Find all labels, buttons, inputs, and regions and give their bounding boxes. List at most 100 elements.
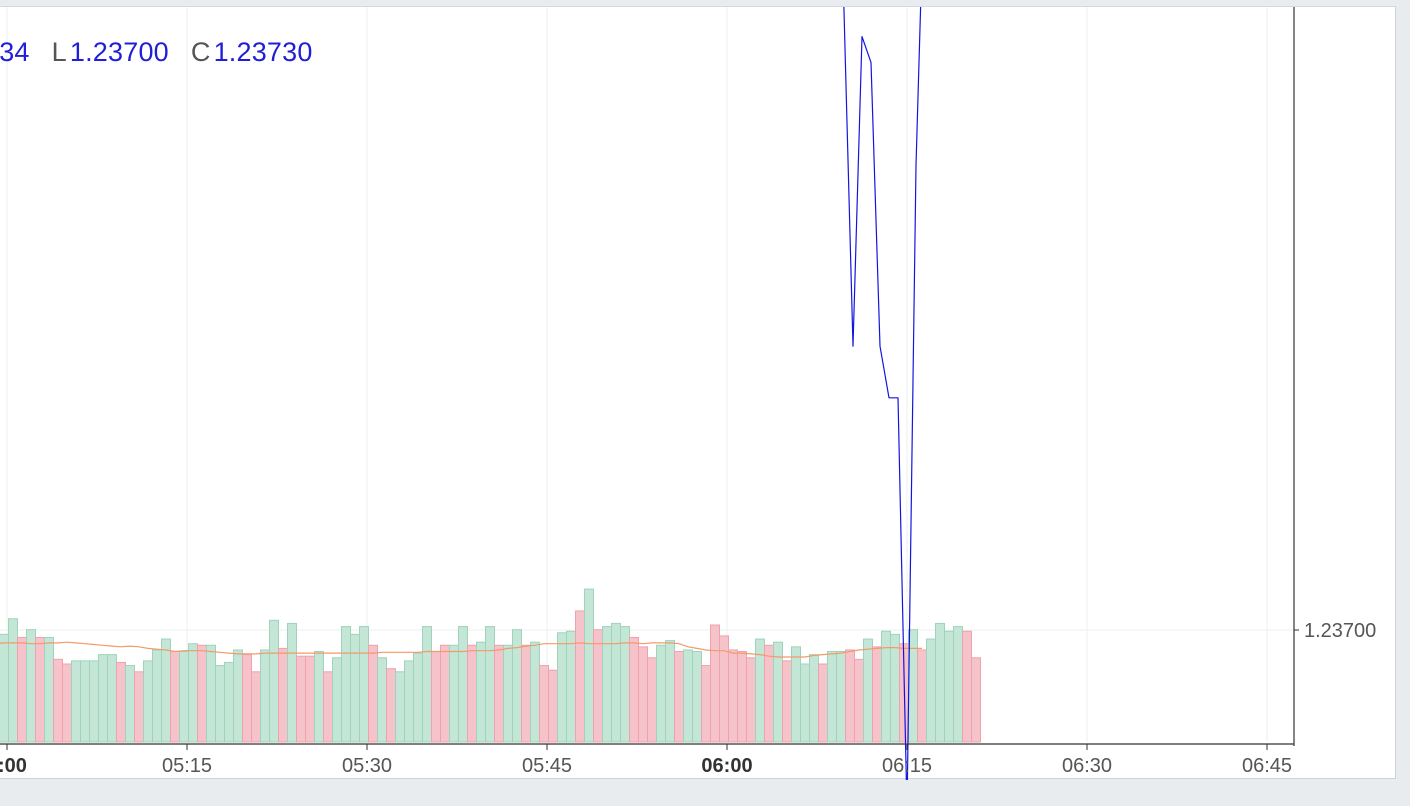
volume-bar: [737, 651, 747, 743]
volume-bar: [872, 646, 882, 743]
volume-bar: [62, 663, 72, 743]
volume-bar: [791, 646, 801, 743]
x-tick-label: 06:15: [882, 755, 932, 777]
volume-bar: [917, 649, 927, 743]
volume-bar: [935, 622, 945, 743]
volume-bar: [125, 665, 135, 743]
volume-bar: [206, 644, 216, 743]
chart-container: 1.237001.237501.238001.238501.23900 :00 0…: [0, 6, 1396, 780]
volume-bar: [422, 626, 432, 743]
x-tick-label: 06:45: [1242, 755, 1292, 777]
volume-bar: [224, 661, 234, 743]
volume-bar: [179, 651, 189, 743]
volume-bar: [80, 660, 90, 743]
volume-bar: [188, 643, 198, 743]
volume-bar: [332, 657, 342, 743]
x-axis-tick-labels: :00 05:15 05:30 05:45 06:00 06:15 06:30 06:45: [0, 744, 1292, 777]
x-tick-label: 06:00: [701, 755, 752, 777]
volume-bar: [341, 626, 351, 743]
volume-bar: [926, 638, 936, 743]
x-tick-label: 06:30: [1062, 755, 1112, 777]
volume-bar: [260, 649, 270, 743]
volume-bar: [494, 644, 504, 743]
volume-bar: [368, 644, 378, 743]
low-value: 1.23700: [69, 37, 169, 67]
volume-bar: [701, 665, 711, 743]
volume-bar: [449, 644, 459, 743]
volume-bar: [845, 649, 855, 743]
volume-bar: [170, 651, 180, 743]
volume-bar: [521, 644, 531, 743]
volume-bar: [134, 671, 144, 743]
close-key: C: [190, 37, 211, 67]
volume-bar: [116, 661, 126, 743]
volume-bar: [17, 636, 27, 743]
volume-bar: [485, 626, 495, 743]
volume-bar: [584, 588, 594, 743]
volume-bar: [71, 660, 81, 743]
volume-bar: [431, 651, 441, 743]
volume-bar: [287, 622, 297, 743]
volume-bar: [242, 654, 252, 743]
volume-bar: [944, 630, 954, 743]
volume-bar: [359, 626, 369, 743]
volume-bar: [26, 629, 36, 743]
volume-bar: [728, 649, 738, 743]
volume-bar: [215, 665, 225, 743]
grid-lines: [0, 7, 1294, 742]
volume-bar: [458, 626, 468, 743]
volume-bar: [8, 618, 18, 743]
volume-bar: [278, 647, 288, 743]
volume-bar: [683, 649, 693, 743]
volume-bar: [656, 644, 666, 743]
volume-bar: [782, 660, 792, 743]
volume-bar: [44, 636, 54, 743]
volume-bar: [647, 657, 657, 743]
price-chart[interactable]: 1.237001.237501.238001.238501.23900 :00 0…: [0, 7, 1396, 780]
volume-bar: [557, 632, 567, 743]
volume-bar: [440, 644, 450, 743]
volume-bar: [386, 668, 396, 743]
volume-bar: [809, 654, 819, 743]
volume-bar: [953, 626, 963, 743]
volume-bar: [503, 644, 513, 743]
volume-bar: [575, 610, 585, 743]
volume-bar: [323, 671, 333, 743]
volume-bar: [827, 651, 837, 743]
volume-bar: [539, 665, 549, 743]
volume-bar: [161, 638, 171, 743]
volume-bar: [566, 630, 576, 743]
y-axis-tick-labels: 1.237001.237501.238001.238501.23900: [1294, 620, 1376, 642]
volume-bar: [548, 669, 558, 743]
volume-bar: [800, 663, 810, 743]
volume-bar: [710, 624, 720, 743]
volume-bar: [251, 671, 261, 743]
volume-bar: [638, 646, 648, 743]
volume-bar: [836, 651, 846, 743]
low-key: L: [51, 37, 67, 67]
open-value: 734: [0, 37, 30, 67]
volume-bar: [692, 651, 702, 743]
volume-bar: [620, 626, 630, 743]
volume-bar: [89, 660, 99, 743]
volume-bar: [764, 644, 774, 743]
volume-moving-average: [0, 641, 922, 658]
volume-bar: [152, 649, 162, 743]
volume-bar: [296, 655, 306, 743]
volume-bar: [665, 640, 675, 743]
volume-bar: [629, 636, 639, 743]
volume-bar: [350, 633, 360, 743]
volume-bar: [197, 644, 207, 743]
volume-bar: [53, 658, 63, 743]
volume-bar: [404, 660, 414, 743]
volume-bar: [890, 633, 900, 743]
x-tick-label: 05:45: [522, 755, 572, 777]
volume-bar: [467, 644, 477, 743]
volume-bar: [35, 636, 45, 743]
volume-bar: [593, 629, 603, 743]
volume-bar: [818, 663, 828, 743]
volume-bar: [674, 651, 684, 743]
volume-bar: [476, 641, 486, 743]
volume-bars: [0, 588, 981, 743]
volume-bar: [962, 630, 972, 743]
